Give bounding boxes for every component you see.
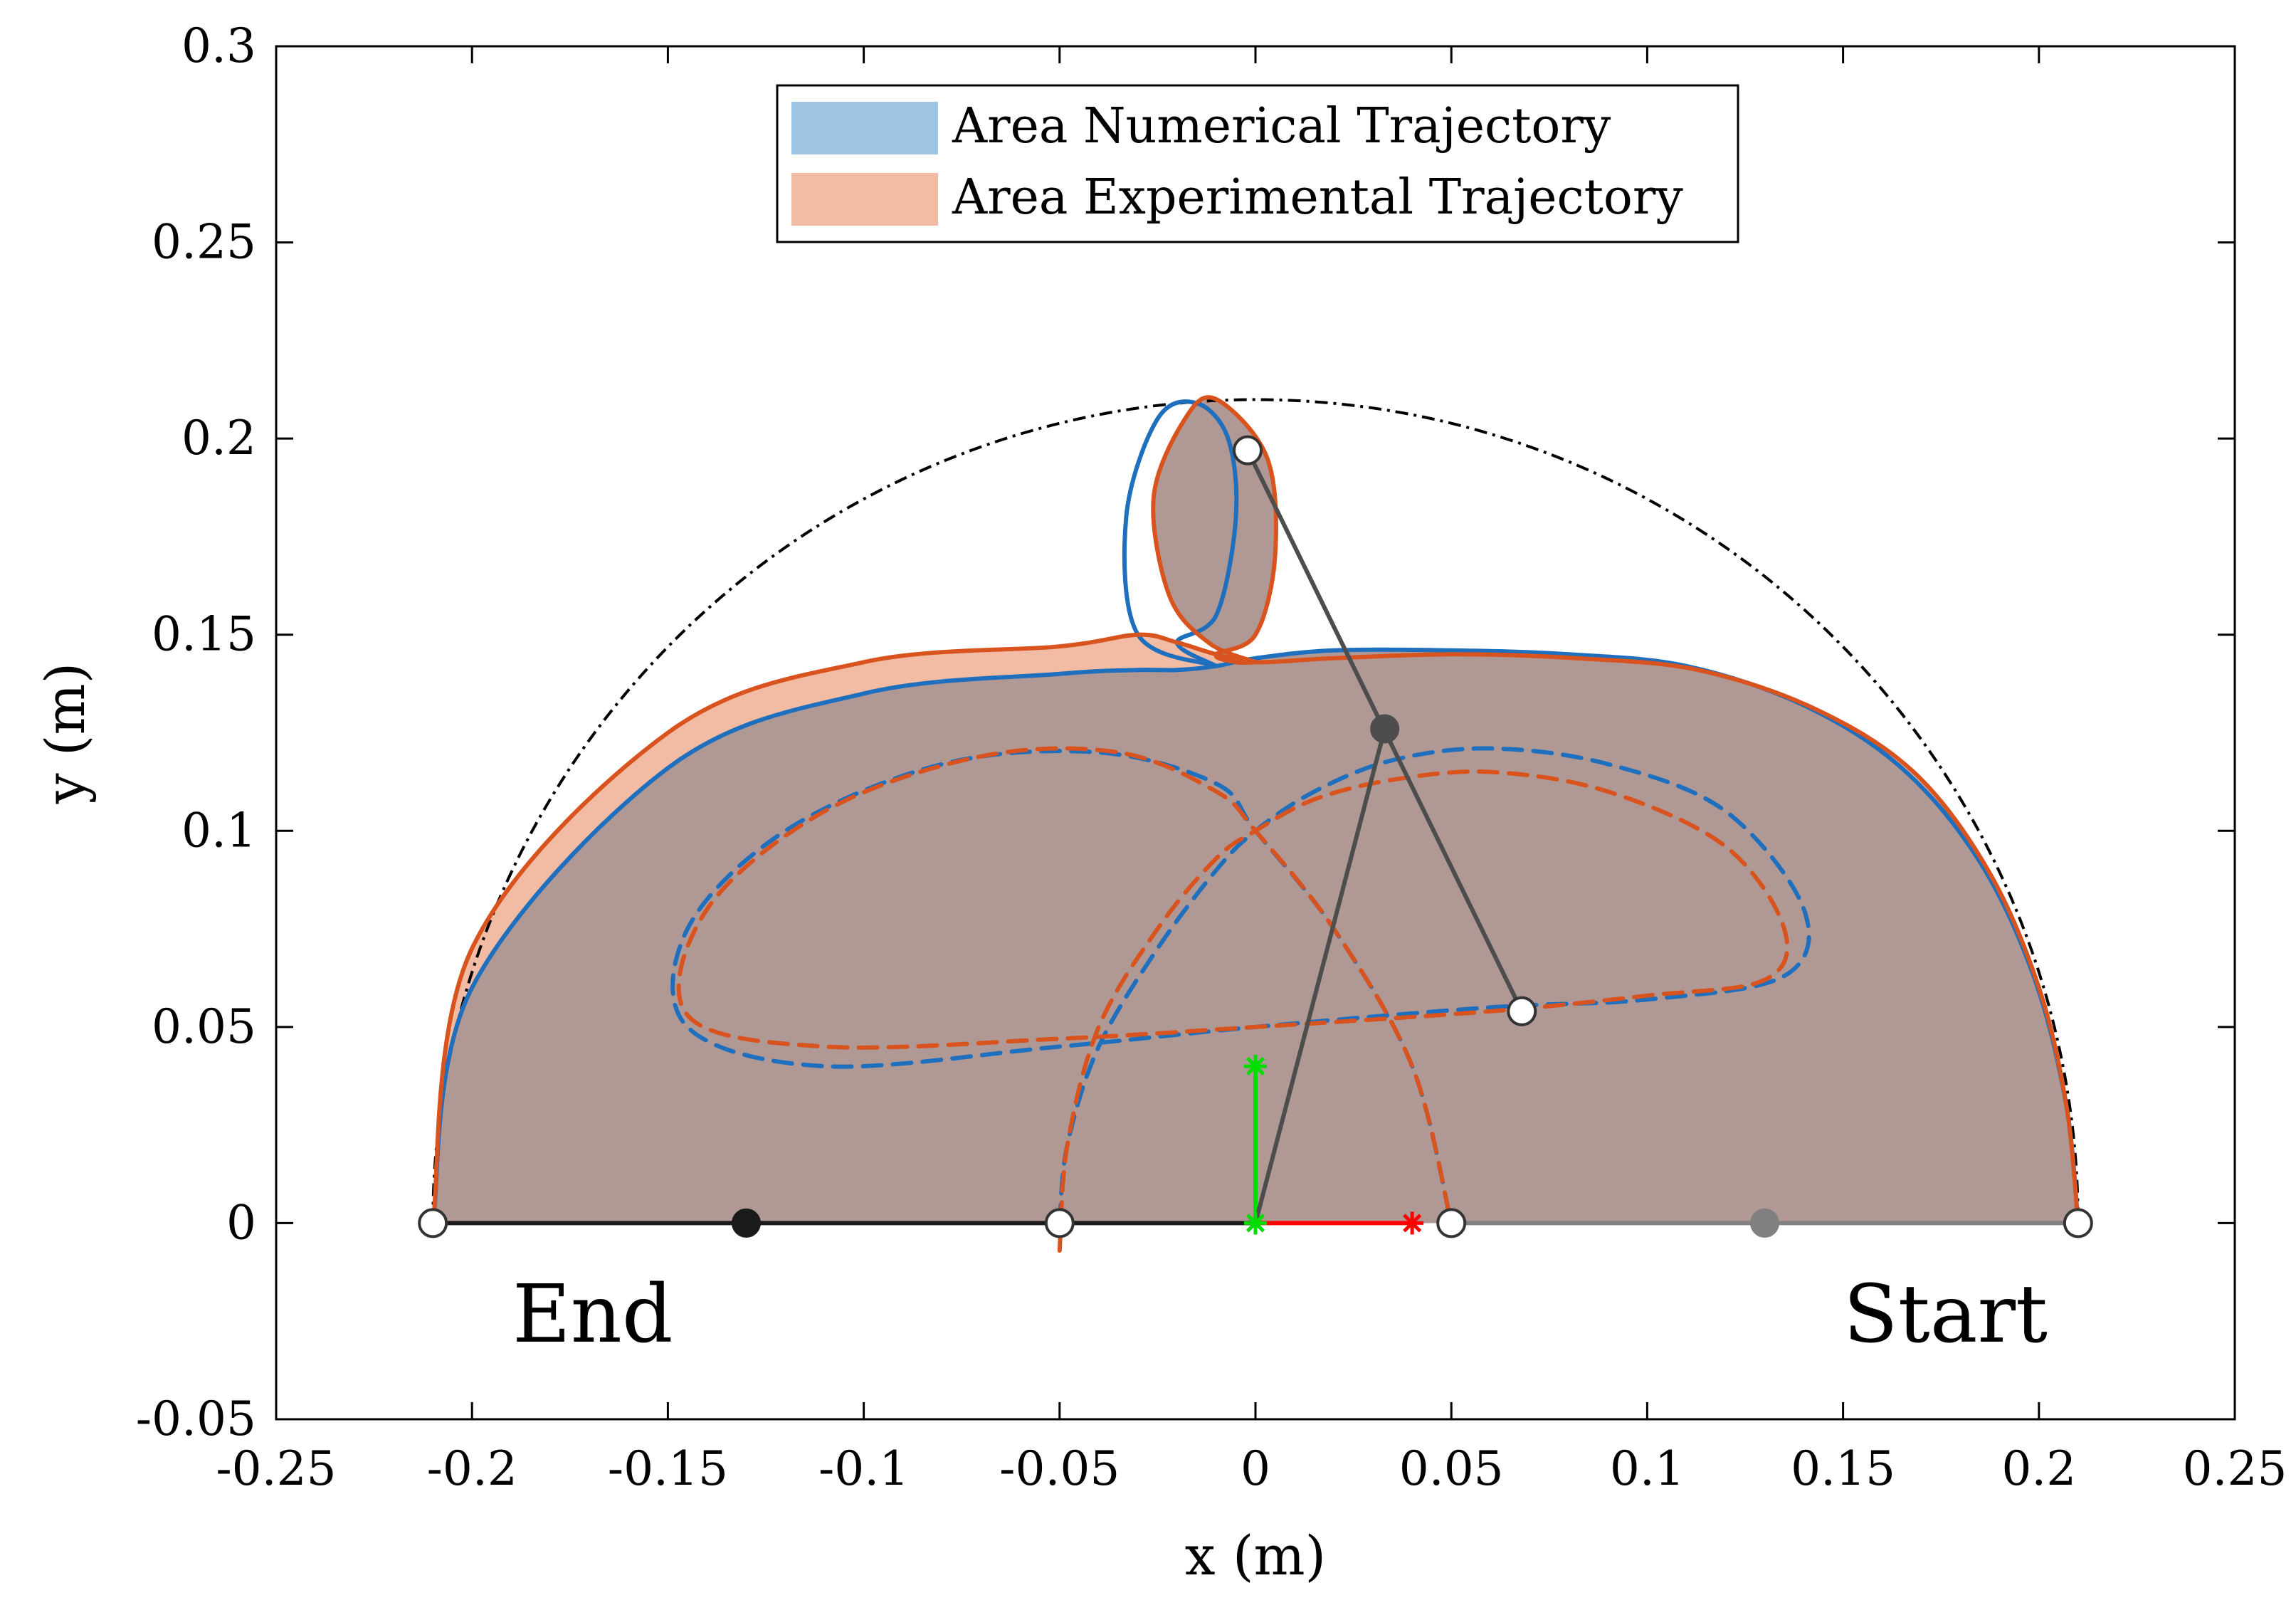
legend-label-numerical: Area Numerical Trajectory [952, 98, 1611, 154]
joint-open-2 [1436, 1208, 1467, 1238]
annotation-end: End [512, 1268, 673, 1361]
experimental-elbow-dashed-line [676, 746, 1790, 1253]
joint-open-0 [418, 1208, 448, 1238]
x-tick-label: 0 [1241, 1441, 1270, 1496]
legend-swatch-numerical [791, 102, 938, 154]
x-tick-label: 0.15 [1791, 1441, 1895, 1496]
joint-filled-0 [731, 1208, 761, 1238]
y-tick-label: 0.3 [181, 19, 256, 73]
linkage-mechanism [418, 435, 2093, 1238]
axis-ticks: -0.25 -0.2 -0.15 -0.1 -0.05 0 0.05 0.1 0.15 0.2 0.… [136, 19, 2287, 1496]
annotation-start: Start [1843, 1268, 2048, 1361]
y-tick-label: 0.1 [181, 803, 256, 858]
x-tick-label: 0.2 [2001, 1441, 2076, 1496]
joint-open-4 [1232, 435, 1263, 465]
joint-filled-2 [1370, 714, 1400, 744]
y-tick-label: 0 [226, 1195, 256, 1250]
y-tick-label: 0.25 [152, 215, 256, 270]
y-tick-label: 0.15 [152, 607, 256, 662]
x-tick-label: -0.15 [608, 1441, 728, 1496]
legend: Area Numerical Trajectory Area Experimen… [776, 84, 1739, 243]
workspace-boundary-arc [431, 398, 2080, 1224]
x-tick-label: -0.1 [818, 1441, 909, 1496]
joint-filled-1 [1750, 1208, 1780, 1238]
y-axis-label: y (m) [33, 663, 97, 804]
area-overlap [433, 649, 2078, 1224]
x-tick-label: 0.05 [1399, 1441, 1504, 1496]
x-tick-label: 0.25 [2183, 1441, 2287, 1496]
frame-x-marker-stroke [1403, 1214, 1422, 1233]
x-tick-label: -0.05 [999, 1441, 1120, 1496]
y-tick-label: 0.05 [152, 999, 256, 1054]
numerical-loop-line [1122, 399, 1239, 668]
legend-swatch-experimental [791, 173, 938, 226]
workspace-boundary [431, 398, 2080, 1224]
trajectory-paths [431, 395, 2080, 1253]
frame-x-marker [1401, 1211, 1424, 1235]
numerical-trajectory-line [431, 647, 2080, 1226]
y-tick-label: -0.05 [136, 1391, 256, 1446]
x-axis-label: x (m) [1185, 1524, 1326, 1587]
frame-y-marker [1244, 1054, 1267, 1078]
joint-open-1 [1044, 1208, 1075, 1238]
experimental-trajectory-line [431, 632, 2080, 1226]
frame-y-marker-stroke [1246, 1056, 1265, 1076]
joint-open-5 [1507, 996, 1537, 1026]
x-tick-label: 0.1 [1610, 1441, 1685, 1496]
x-tick-label: -0.2 [427, 1441, 517, 1496]
y-tick-label: 0.2 [181, 411, 256, 465]
experimental-loop-line [1151, 395, 1278, 665]
linkage-arm-0 [1253, 728, 1387, 1224]
frame-origin-marker-stroke [1246, 1214, 1265, 1233]
x-tick-label: -0.25 [216, 1441, 336, 1496]
joint-open-3 [2063, 1208, 2093, 1238]
legend-label-experimental: Area Experimental Trajectory [952, 169, 1683, 226]
frame-origin-marker [1244, 1211, 1267, 1235]
